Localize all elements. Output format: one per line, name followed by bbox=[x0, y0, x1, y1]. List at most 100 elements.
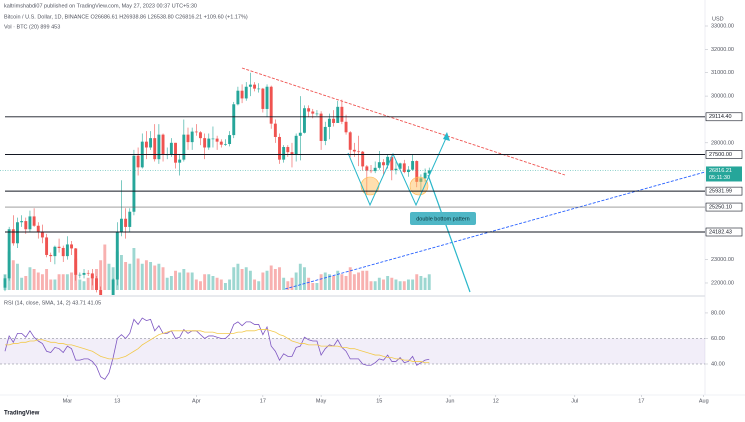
double-bottom-path bbox=[347, 135, 448, 207]
volume-bar bbox=[157, 263, 161, 290]
candle-body bbox=[199, 132, 202, 139]
candle-body bbox=[194, 131, 198, 133]
branding: TradingView bbox=[4, 411, 40, 417]
volume-bar bbox=[369, 281, 373, 290]
volume-bar bbox=[332, 276, 336, 290]
candle-body bbox=[236, 90, 240, 105]
candle-body bbox=[311, 111, 315, 114]
candle-body bbox=[49, 254, 53, 257]
price-level-label: 25250.10 bbox=[709, 205, 732, 211]
candle-body bbox=[286, 147, 290, 153]
resistance-trendline bbox=[241, 67, 566, 176]
candle-body bbox=[244, 86, 248, 99]
rsi-pane bbox=[0, 317, 705, 380]
x-tick-label: 13 bbox=[114, 398, 120, 404]
volume-bar bbox=[423, 277, 427, 290]
x-tick-label: 15 bbox=[376, 398, 382, 404]
volume-bar bbox=[78, 279, 82, 290]
volume-bar bbox=[149, 262, 153, 290]
volume-bar bbox=[265, 270, 269, 290]
candle-body bbox=[215, 138, 219, 142]
volume-bar bbox=[419, 276, 423, 290]
bottom-highlight bbox=[409, 176, 429, 196]
candle-body bbox=[402, 163, 406, 173]
candle-body bbox=[323, 126, 327, 141]
y-tick-label: 30000.00 bbox=[711, 94, 734, 100]
volume-bar bbox=[373, 281, 377, 290]
volume-bar bbox=[107, 263, 111, 290]
candle-body bbox=[203, 138, 207, 148]
volume-bar bbox=[303, 267, 306, 290]
publisher: kaltrimshabdi07 published on TradingView… bbox=[4, 3, 197, 9]
candle-body bbox=[265, 86, 269, 109]
candle-body bbox=[207, 138, 211, 148]
volume-bar bbox=[323, 272, 327, 290]
volume-bar bbox=[169, 276, 173, 290]
volume-bar bbox=[182, 269, 186, 290]
x-tick-label: Jul bbox=[571, 398, 578, 404]
candle-body bbox=[28, 216, 32, 230]
candle-body bbox=[61, 247, 65, 257]
candle-body bbox=[190, 131, 194, 143]
annotation-box bbox=[410, 212, 476, 225]
y-tick-label: 28000.00 bbox=[711, 140, 734, 146]
currency: USD bbox=[712, 16, 724, 22]
candle-body bbox=[307, 108, 311, 112]
candle-body bbox=[90, 273, 94, 279]
volume-bar bbox=[402, 281, 406, 290]
volume-bar bbox=[348, 267, 352, 290]
volume-bar bbox=[86, 277, 90, 290]
candle-body bbox=[99, 290, 103, 295]
symbol-line: Bitcoin / U.S. Dollar, 1D, BINANCE O2668… bbox=[4, 14, 248, 20]
volume-bar bbox=[406, 279, 410, 290]
volume-bar bbox=[411, 279, 415, 290]
y-tick-label: 32000.00 bbox=[711, 47, 734, 53]
volume-bar bbox=[99, 260, 103, 290]
candle-body bbox=[132, 155, 136, 212]
volume-bar bbox=[386, 276, 390, 290]
volume-bar bbox=[165, 277, 169, 290]
candle-body bbox=[128, 211, 132, 227]
volume-bar bbox=[128, 263, 132, 290]
volume-bar bbox=[361, 270, 365, 290]
x-tick-label: Apr bbox=[192, 398, 201, 404]
candle-body bbox=[336, 106, 340, 123]
x-tick-label: 17 bbox=[638, 398, 644, 404]
rsi-band bbox=[0, 338, 705, 364]
candle-body bbox=[365, 166, 369, 171]
price-level-box bbox=[705, 150, 743, 159]
volume-bar bbox=[144, 260, 148, 290]
x-tick-label: Jun bbox=[446, 398, 455, 404]
candle-body bbox=[240, 90, 244, 99]
last-price-label: 26816.21 bbox=[709, 168, 732, 174]
volume-bar bbox=[244, 267, 248, 290]
y-tick-label: 33000.00 bbox=[711, 23, 734, 29]
arrow-head bbox=[443, 132, 450, 141]
x-tick-label: 12 bbox=[493, 398, 499, 404]
target-arrow bbox=[427, 174, 471, 293]
candle-body bbox=[3, 278, 7, 288]
candle-body bbox=[327, 118, 331, 127]
volume-bar bbox=[65, 274, 69, 290]
candle-body bbox=[415, 161, 419, 182]
volume-bar bbox=[223, 283, 227, 290]
volume-bar bbox=[153, 265, 157, 290]
volume-bar bbox=[53, 279, 57, 290]
volume-bar bbox=[282, 277, 286, 290]
x-tick-label: May bbox=[316, 398, 327, 404]
support-trendline bbox=[284, 171, 705, 290]
volume-bar bbox=[427, 274, 431, 290]
price-level-label: 24182.43 bbox=[709, 229, 732, 235]
volume-bar bbox=[215, 277, 219, 290]
candle-body bbox=[65, 244, 69, 257]
candle-body bbox=[11, 229, 15, 244]
candle-body bbox=[348, 132, 352, 150]
volume-bar bbox=[248, 270, 252, 290]
price-level-label: 29114.40 bbox=[709, 114, 732, 120]
candle-body bbox=[411, 161, 415, 170]
volume-bar bbox=[398, 281, 402, 290]
rsi-tick-label: 40.00 bbox=[711, 361, 725, 367]
volume-bar bbox=[174, 270, 177, 290]
volume-bar bbox=[194, 279, 198, 290]
